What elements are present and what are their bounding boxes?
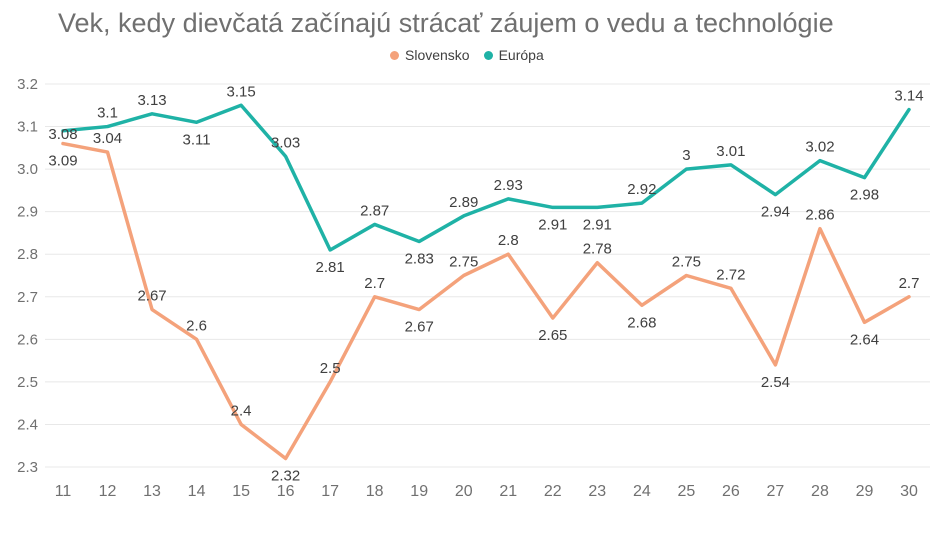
data-label: 3.11 xyxy=(183,131,211,148)
data-label: 2.8 xyxy=(498,232,519,249)
legend-label-slovensko: Slovensko xyxy=(405,47,470,63)
y-tick-label: 2.8 xyxy=(17,246,38,263)
data-label: 2.68 xyxy=(627,314,656,331)
data-label: 2.93 xyxy=(494,177,523,194)
data-label: 2.72 xyxy=(716,266,745,283)
data-label: 3.15 xyxy=(227,83,256,100)
y-tick-label: 3.2 xyxy=(17,76,38,93)
data-label: 2.89 xyxy=(449,194,478,211)
y-tick-label: 2.7 xyxy=(17,289,38,306)
data-label: 3.02 xyxy=(805,139,834,156)
data-label: 2.65 xyxy=(538,327,567,344)
data-label: 2.67 xyxy=(137,288,166,305)
data-label: 2.98 xyxy=(850,187,879,204)
data-label: 2.7 xyxy=(364,275,385,292)
x-tick-label: 20 xyxy=(455,483,473,500)
y-axis: 2.3 2.4 2.5 2.6 2.7 2.8 2.9 3.0 3.1 3.2 xyxy=(17,76,38,476)
series-line-europa[interactable] xyxy=(61,103,911,252)
data-label: 2.64 xyxy=(850,331,879,348)
legend-marker-slovensko xyxy=(390,50,399,60)
y-tick-label: 3.1 xyxy=(17,119,38,136)
data-label: 2.86 xyxy=(805,207,834,224)
x-tick-label: 26 xyxy=(722,483,740,500)
x-tick-label: 27 xyxy=(767,483,785,500)
data-label: 2.83 xyxy=(405,250,434,267)
data-label: 2.75 xyxy=(449,254,478,271)
legend-item-slovensko[interactable]: Slovensko xyxy=(390,47,470,63)
data-label: 3.13 xyxy=(137,92,166,109)
x-tick-label: 30 xyxy=(900,483,918,500)
y-tick-label: 2.6 xyxy=(17,331,38,348)
legend: Slovensko Európa xyxy=(390,47,558,63)
x-tick-label: 28 xyxy=(811,483,829,500)
data-label: 2.54 xyxy=(761,374,790,391)
x-tick-label: 21 xyxy=(499,483,517,500)
data-label: 3.08 xyxy=(48,126,77,143)
data-label: 3.01 xyxy=(716,143,745,160)
data-label: 2.94 xyxy=(761,204,790,221)
y-tick-label: 3.0 xyxy=(17,161,38,178)
series-lines xyxy=(61,103,911,461)
legend-label-europa: Európa xyxy=(498,47,544,63)
data-label: 2.7 xyxy=(899,275,920,292)
x-tick-label: 14 xyxy=(188,483,206,500)
data-label: 2.87 xyxy=(360,202,389,219)
x-tick-label: 17 xyxy=(321,483,339,500)
x-tick-label: 23 xyxy=(588,483,606,500)
data-label: 2.5 xyxy=(320,360,341,377)
legend-marker-europa xyxy=(483,50,493,60)
y-tick-label: 2.9 xyxy=(17,204,38,221)
x-tick-label: 12 xyxy=(99,483,117,500)
data-label: 2.81 xyxy=(316,259,345,276)
x-axis: 11 12 13 14 15 16 17 18 19 20 21 22 23 24 25 26 27 28 29 30 xyxy=(55,483,918,500)
data-label: 3.09 xyxy=(48,153,77,170)
data-label: 3.14 xyxy=(894,88,923,105)
legend-item-europa[interactable]: Európa xyxy=(483,47,544,63)
chart-title: Vek, kedy dievčatá začínajú strácať záuj… xyxy=(58,8,834,38)
data-label: 3.1 xyxy=(97,105,118,122)
data-label: 2.67 xyxy=(405,319,434,336)
data-label: 3.03 xyxy=(271,134,300,151)
x-tick-label: 18 xyxy=(366,483,384,500)
data-label: 2.4 xyxy=(231,402,252,419)
x-tick-label: 11 xyxy=(55,483,72,500)
x-tick-label: 24 xyxy=(633,483,651,500)
data-label: 2.91 xyxy=(583,216,612,233)
data-labels: 3.09 3.04 2.67 2.6 2.4 2.32 2.5 2.7 2.67 2.75 2.8 2… xyxy=(48,83,923,484)
x-tick-label: 22 xyxy=(544,483,562,500)
series-line-slovensko[interactable] xyxy=(61,141,911,461)
x-tick-label: 29 xyxy=(856,483,874,500)
data-label: 2.32 xyxy=(271,467,300,484)
x-tick-label: 15 xyxy=(232,483,250,500)
data-label: 2.91 xyxy=(538,216,567,233)
y-tick-label: 2.5 xyxy=(17,374,38,391)
x-tick-label: 13 xyxy=(143,483,161,500)
x-tick-label: 19 xyxy=(410,483,428,500)
data-label: 2.75 xyxy=(672,254,701,271)
data-label: 3 xyxy=(682,147,690,164)
data-label: 2.92 xyxy=(627,181,656,198)
data-label: 3.04 xyxy=(93,130,122,147)
y-tick-label: 2.4 xyxy=(17,416,38,433)
x-tick-label: 25 xyxy=(677,483,695,500)
y-tick-label: 2.3 xyxy=(17,459,38,476)
gridlines xyxy=(45,83,930,468)
x-tick-label: 16 xyxy=(277,483,295,500)
data-label: 2.78 xyxy=(583,241,612,258)
data-label: 2.6 xyxy=(186,317,207,334)
